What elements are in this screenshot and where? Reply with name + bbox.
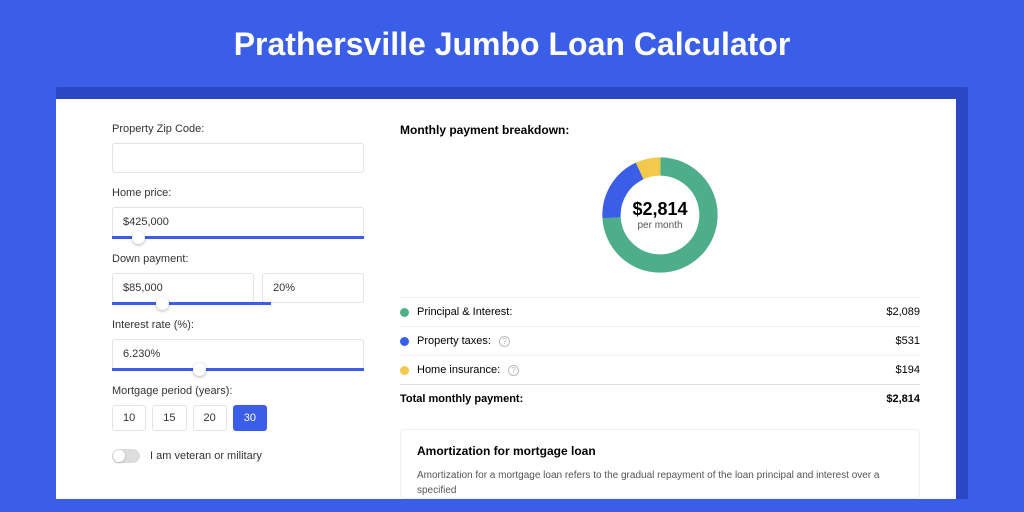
home-price-group: Home price: xyxy=(112,187,364,239)
breakdown-total-value: $2,814 xyxy=(886,393,920,405)
breakdown-value-principal: $2,089 xyxy=(886,306,920,318)
breakdown-row-principal: Principal & Interest: $2,089 xyxy=(400,297,920,326)
donut-wrap: $2,814 per month xyxy=(400,151,920,279)
interest-rate-slider[interactable] xyxy=(112,368,364,371)
donut-chart: $2,814 per month xyxy=(596,151,724,279)
zip-group: Property Zip Code: xyxy=(112,123,364,173)
breakdown-total-label: Total monthly payment: xyxy=(400,393,523,405)
veteran-toggle[interactable] xyxy=(112,449,140,463)
period-btn-15[interactable]: 15 xyxy=(152,405,186,431)
card-shadow: Property Zip Code: Home price: Down paym… xyxy=(56,87,968,499)
veteran-toggle-knob xyxy=(113,450,125,462)
page-title: Prathersville Jumbo Loan Calculator xyxy=(0,0,1024,87)
donut-center: $2,814 per month xyxy=(596,151,724,279)
dot-principal xyxy=(400,308,409,317)
info-icon[interactable]: ? xyxy=(499,336,510,347)
period-btn-20[interactable]: 20 xyxy=(193,405,227,431)
mortgage-period-group: Mortgage period (years): 10 15 20 30 xyxy=(112,385,364,431)
down-payment-pct-input[interactable] xyxy=(262,273,364,303)
period-btn-30[interactable]: 30 xyxy=(233,405,267,431)
donut-sub: per month xyxy=(637,220,682,231)
breakdown-value-insurance: $194 xyxy=(896,364,920,376)
down-payment-group: Down payment: xyxy=(112,253,364,305)
dot-taxes xyxy=(400,337,409,346)
interest-rate-label: Interest rate (%): xyxy=(112,319,364,331)
breakdown-title: Monthly payment breakdown: xyxy=(400,123,920,137)
breakdown-row-taxes: Property taxes: ? $531 xyxy=(400,326,920,355)
calculator-card: Property Zip Code: Home price: Down paym… xyxy=(56,99,956,499)
down-payment-input[interactable] xyxy=(112,273,254,303)
interest-rate-input[interactable] xyxy=(112,339,364,369)
zip-label: Property Zip Code: xyxy=(112,123,364,135)
info-icon[interactable]: ? xyxy=(508,365,519,376)
home-price-slider-thumb[interactable] xyxy=(132,231,145,244)
breakdown-row-total: Total monthly payment: $2,814 xyxy=(400,384,920,413)
home-price-label: Home price: xyxy=(112,187,364,199)
down-payment-label: Down payment: xyxy=(112,253,364,265)
form-column: Property Zip Code: Home price: Down paym… xyxy=(112,123,364,499)
home-price-input[interactable] xyxy=(112,207,364,237)
breakdown-label-principal: Principal & Interest: xyxy=(417,306,512,318)
donut-amount: $2,814 xyxy=(632,199,687,220)
interest-rate-slider-thumb[interactable] xyxy=(193,363,206,376)
interest-rate-group: Interest rate (%): xyxy=(112,319,364,371)
veteran-label: I am veteran or military xyxy=(150,450,262,462)
period-btn-10[interactable]: 10 xyxy=(112,405,146,431)
mortgage-period-label: Mortgage period (years): xyxy=(112,385,364,397)
zip-input[interactable] xyxy=(112,143,364,173)
breakdown-label-taxes: Property taxes: xyxy=(417,335,491,347)
breakdown-label-insurance: Home insurance: xyxy=(417,364,500,376)
home-price-slider[interactable] xyxy=(112,236,364,239)
amortization-title: Amortization for mortgage loan xyxy=(417,444,903,458)
mortgage-period-options: 10 15 20 30 xyxy=(112,405,364,431)
breakdown-value-taxes: $531 xyxy=(896,335,920,347)
breakdown-column: Monthly payment breakdown: $2,814 per mo… xyxy=(400,123,920,499)
down-payment-slider[interactable] xyxy=(112,302,271,305)
amortization-text: Amortization for a mortgage loan refers … xyxy=(417,468,903,498)
amortization-card: Amortization for mortgage loan Amortizat… xyxy=(400,429,920,499)
breakdown-row-insurance: Home insurance: ? $194 xyxy=(400,355,920,384)
down-payment-slider-thumb[interactable] xyxy=(156,297,169,310)
veteran-row: I am veteran or military xyxy=(112,449,364,463)
dot-insurance xyxy=(400,366,409,375)
